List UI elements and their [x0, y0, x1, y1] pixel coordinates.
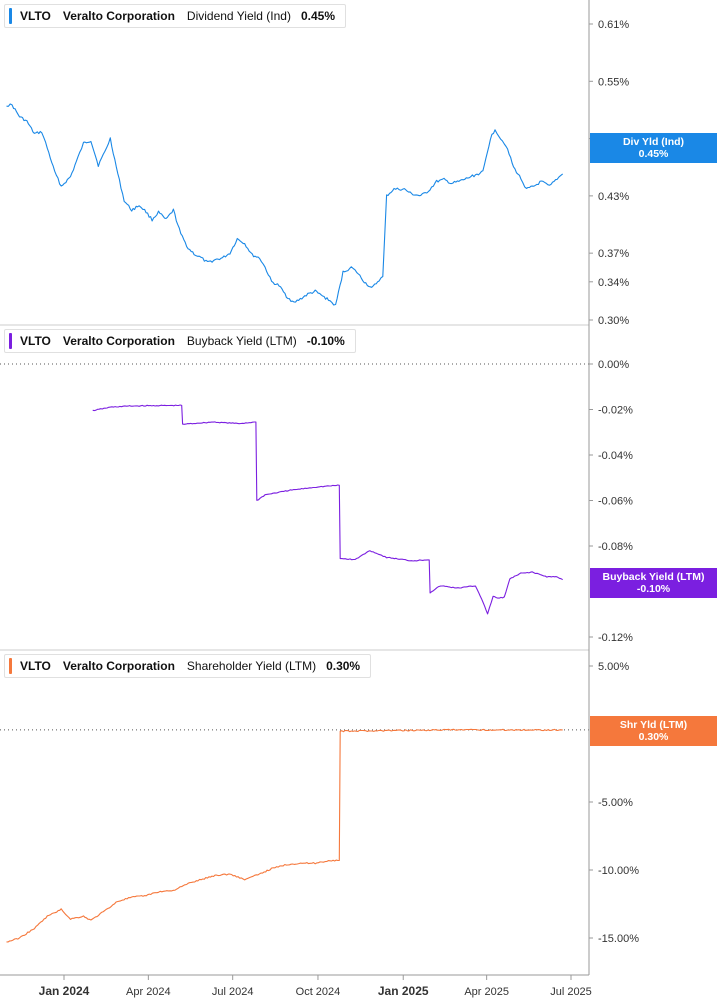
x-tick-label: Jul 2025: [550, 986, 592, 998]
x-tick-label: Apr 2025: [464, 986, 509, 998]
y-tick-label: 0.34%: [598, 277, 629, 289]
y-tick-label: -0.08%: [598, 541, 633, 553]
y-tick-label: -0.02%: [598, 405, 633, 417]
legend-value: 0.30%: [326, 659, 361, 673]
y-tick-label: -15.00%: [598, 933, 639, 945]
flag-value: -0.10%: [636, 583, 671, 595]
legend-company: Veralto Corporation: [62, 9, 175, 23]
series-swatch: [9, 333, 12, 349]
flag-value: 0.30%: [638, 731, 669, 743]
flag-label: Shr Yld (LTM): [619, 719, 688, 731]
legend-company: Veralto Corporation: [62, 334, 175, 348]
y-tick-label: -5.00%: [598, 797, 633, 809]
flag-label: Buyback Yield (LTM): [602, 571, 705, 583]
series-line-buyback-yield: [92, 404, 563, 615]
x-tick-label: Apr 2024: [126, 986, 171, 998]
y-tick-label: 0.55%: [598, 76, 629, 88]
value-flag-dividend-yield: Div Yld (Ind) 0.45%: [590, 133, 717, 163]
legend-value: 0.45%: [300, 9, 335, 23]
legend-shareholder-yield[interactable]: VLTO Veralto Corporation Shareholder Yie…: [4, 654, 372, 678]
series-swatch: [9, 658, 12, 674]
series-line-dividend-yield: [6, 103, 564, 306]
x-tick-label: Oct 2024: [296, 986, 341, 998]
legend-ticker: VLTO: [20, 334, 51, 348]
legend-buyback-yield[interactable]: VLTO Veralto Corporation Buyback Yield (…: [4, 329, 356, 353]
x-tick-label: Jan 2025: [378, 984, 429, 998]
y-tick-label: 5.00%: [598, 661, 629, 673]
value-flag-buyback-yield: Buyback Yield (LTM) -0.10%: [590, 568, 717, 598]
y-tick-label: 0.61%: [598, 19, 629, 31]
legend-metric: Buyback Yield (LTM): [186, 334, 297, 348]
x-tick-label: Jan 2024: [39, 984, 90, 998]
x-tick-label: Jul 2024: [212, 986, 254, 998]
grid-layer: [0, 324, 589, 731]
series-line-shareholder-yield: [6, 728, 563, 943]
legend-dividend-yield[interactable]: VLTO Veralto Corporation Dividend Yield …: [4, 4, 346, 28]
legend-company: Veralto Corporation: [62, 659, 175, 673]
legend-metric: Shareholder Yield (LTM): [186, 659, 317, 673]
y-tick-label: 0.30%: [598, 315, 629, 327]
y-tick-label: 0.00%: [598, 359, 629, 371]
flag-value: 0.45%: [638, 148, 669, 160]
legend-metric: Dividend Yield (Ind): [186, 9, 291, 23]
y-tick-label: -0.12%: [598, 632, 633, 644]
y-tick-label: -0.06%: [598, 496, 633, 508]
axis-layer: 0.61%0.55%0.49%0.43%0.37%0.34%0.30%0.00%…: [0, 0, 639, 998]
y-tick-label: 0.43%: [598, 191, 629, 203]
series-layer: [6, 103, 564, 943]
y-tick-label: -10.00%: [598, 865, 639, 877]
y-tick-label: -0.04%: [598, 450, 633, 462]
series-swatch: [9, 8, 12, 24]
value-flag-shareholder-yield: Shr Yld (LTM) 0.30%: [590, 716, 717, 746]
legend-ticker: VLTO: [20, 9, 51, 23]
legend-value: -0.10%: [306, 334, 345, 348]
flag-label: Div Yld (Ind): [622, 136, 685, 148]
y-tick-label: 0.37%: [598, 248, 629, 260]
legend-ticker: VLTO: [20, 659, 51, 673]
